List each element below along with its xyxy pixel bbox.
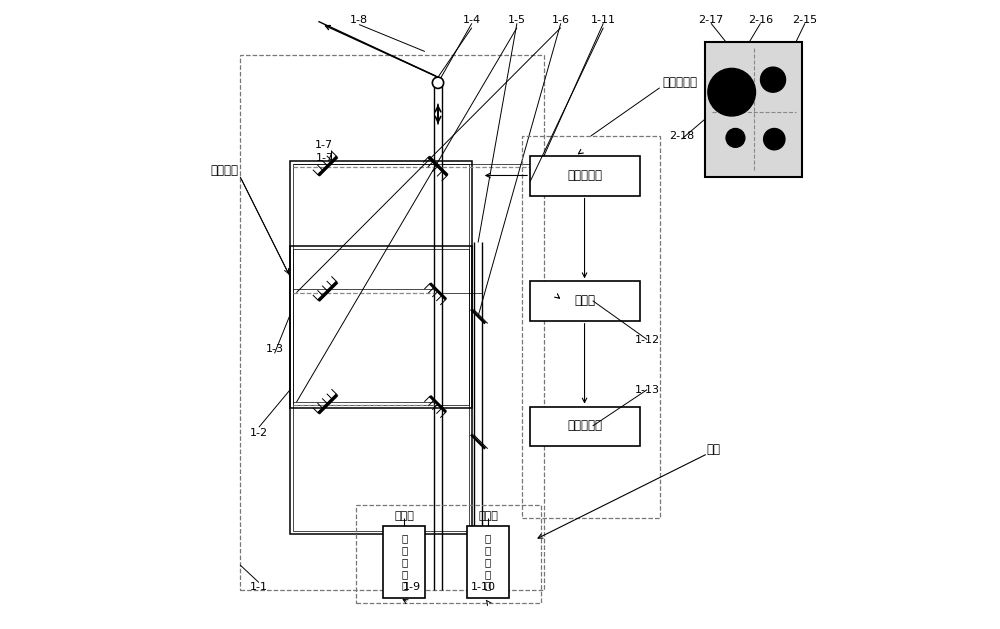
Text: 激光束: 激光束 [478,511,498,521]
Text: 振: 振 [401,581,407,591]
Text: 合成传感器: 合成传感器 [567,169,602,182]
Text: 1-8: 1-8 [350,15,368,25]
Bar [530,406,640,446]
Bar [522,136,660,518]
Text: 2-15: 2-15 [792,15,818,25]
Text: 探测与控制: 探测与控制 [663,76,698,89]
Text: 一: 一 [401,569,407,579]
Circle shape [432,77,444,89]
Text: 激: 激 [485,533,491,543]
Text: 1-1: 1-1 [250,582,268,592]
Text: 光: 光 [485,545,491,555]
Bar [467,526,509,598]
Bar [356,506,541,603]
Bar [293,164,469,530]
Text: 1-12: 1-12 [635,335,660,345]
Bar [293,248,469,405]
Text: 1-5: 1-5 [508,15,526,25]
Text: 1-13: 1-13 [635,385,660,394]
Text: 1-3: 1-3 [266,344,284,354]
Bar [530,281,640,321]
Text: 2-18: 2-18 [669,131,694,141]
Text: 光: 光 [401,545,407,555]
Bar [530,156,640,196]
Text: 激光束: 激光束 [394,511,414,521]
Text: 发射: 发射 [707,443,721,455]
Bar [290,245,472,408]
Text: 1-2: 1-2 [250,428,268,438]
Text: 计算机: 计算机 [574,294,595,307]
Text: 源: 源 [401,557,407,567]
Text: 1-4: 1-4 [463,15,481,25]
Text: 源: 源 [485,557,491,567]
Text: 二: 二 [485,569,491,579]
Bar [240,55,544,590]
Bar [705,42,802,177]
Text: 1-9: 1-9 [403,582,421,592]
Text: 光束合成: 光束合成 [211,164,239,177]
Text: 2-16: 2-16 [748,15,773,25]
Text: 1-10: 1-10 [471,582,496,592]
Text: 2-17: 2-17 [698,15,724,25]
Text: 激: 激 [401,533,407,543]
Circle shape [708,69,755,116]
Bar [383,526,425,598]
Text: 1-7: 1-7 [316,153,334,163]
Circle shape [726,128,745,147]
Text: 高压驱动器: 高压驱动器 [567,420,602,433]
Text: 1-11: 1-11 [591,15,616,25]
Text: 1-7: 1-7 [315,140,333,150]
Text: 振: 振 [485,581,491,591]
Text: 1-6: 1-6 [552,15,570,25]
Bar [290,161,472,533]
Circle shape [761,67,786,92]
Circle shape [764,128,785,150]
